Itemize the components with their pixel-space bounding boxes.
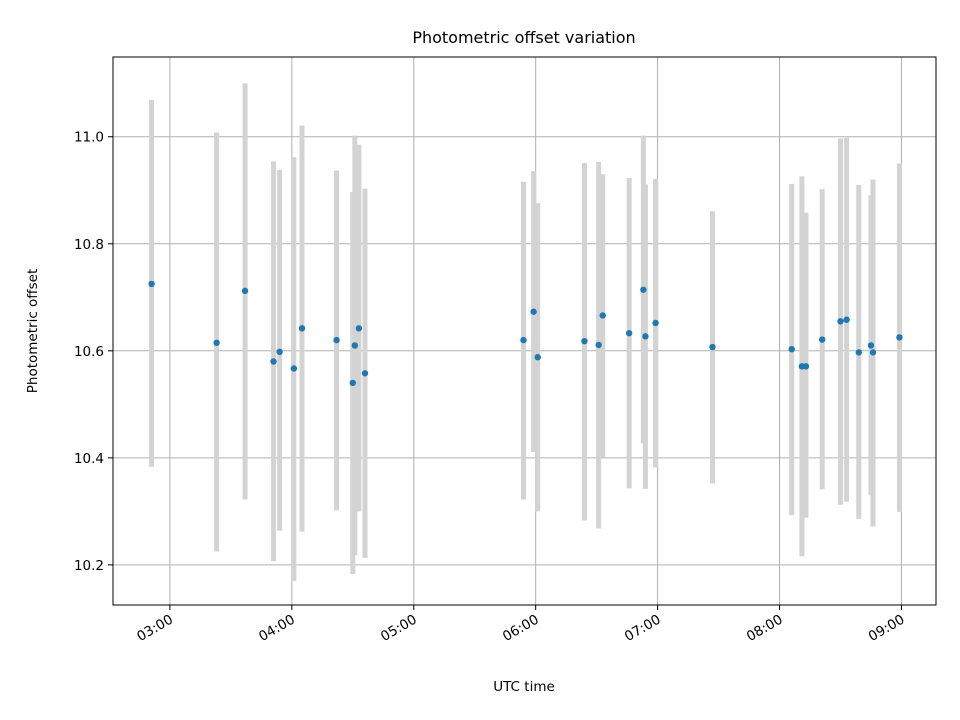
chart-title: Photometric offset variation (412, 28, 635, 47)
y-axis-ticks: 10.2 10.4 10.6 10.8 11.0 (74, 130, 113, 574)
data-point (869, 349, 877, 356)
data-point (349, 379, 356, 387)
data-point (361, 370, 369, 377)
y-tick-label: 11.0 (74, 130, 104, 146)
plot-frame (112, 56, 937, 606)
data-points (148, 280, 903, 387)
data-point (520, 336, 527, 344)
y-axis-label: Photometric offset (25, 269, 41, 393)
data-point (867, 342, 875, 349)
data-point (802, 363, 810, 370)
data-point (640, 286, 647, 293)
data-point (652, 319, 659, 327)
data-point (595, 341, 602, 349)
data-point (276, 348, 283, 356)
data-point (355, 325, 363, 332)
data-point (837, 318, 844, 325)
y-tick-label: 10.8 (74, 237, 104, 253)
data-point (351, 342, 359, 349)
data-point (213, 339, 220, 346)
data-point (290, 365, 298, 372)
data-point (788, 345, 795, 353)
y-tick-label: 10.4 (74, 451, 104, 467)
data-point (896, 334, 903, 341)
data-point (148, 280, 155, 288)
data-point (270, 358, 277, 365)
y-tick-label: 10.2 (74, 558, 104, 574)
x-axis-label: UTC time (493, 679, 555, 695)
data-point (642, 333, 649, 340)
data-point (819, 336, 826, 343)
data-point (843, 316, 850, 323)
data-point (298, 325, 306, 332)
data-point (581, 337, 588, 345)
data-point (709, 343, 716, 351)
data-point (241, 287, 249, 295)
data-point (599, 312, 606, 319)
data-point (333, 336, 340, 344)
data-point (534, 354, 541, 361)
data-point (625, 329, 633, 337)
y-tick-label: 10.6 (74, 344, 104, 360)
data-point (530, 308, 537, 315)
data-point (855, 349, 862, 356)
